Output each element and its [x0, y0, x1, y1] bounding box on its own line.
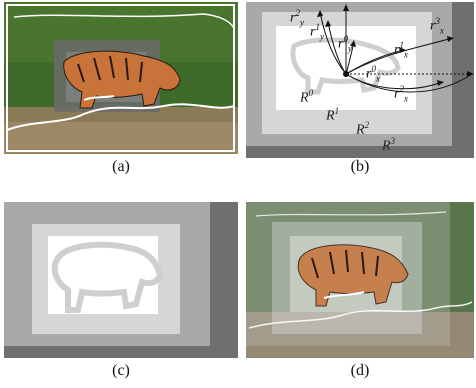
label-rx3: r3x — [430, 16, 444, 36]
label-rx1: r1x — [394, 40, 408, 60]
caption-c: (c) — [112, 362, 130, 379]
label-r2: R2 — [356, 120, 370, 138]
panel-b: R0 R1 R2 R3 r2y r1y r0y r0x r1x r2x r3x — [246, 2, 474, 158]
caption-a: (a) — [112, 158, 130, 175]
label-ry1: r1y — [310, 22, 324, 42]
label-rx2: r2x — [394, 84, 408, 104]
label-r0: R0 — [300, 88, 314, 106]
panel-d — [246, 202, 474, 358]
tiger-mask — [51, 241, 164, 313]
label-r1: R1 — [326, 106, 340, 124]
panel-d-image — [246, 202, 474, 358]
label-r3: R3 — [382, 136, 396, 154]
tiger-shape — [297, 244, 409, 307]
caption-d: (d) — [350, 362, 370, 379]
caption-b: (b) — [350, 158, 370, 175]
label-ry0: r0y — [338, 34, 352, 54]
label-ry2: r2y — [290, 8, 304, 28]
panel-c-diagram — [4, 202, 238, 358]
label-rx0: r0x — [366, 64, 380, 84]
tiger-shape — [63, 50, 181, 109]
panel-b-diagram — [246, 2, 474, 158]
panel-a-image — [4, 2, 238, 154]
panel-c — [4, 202, 238, 358]
panel-a — [4, 2, 238, 154]
